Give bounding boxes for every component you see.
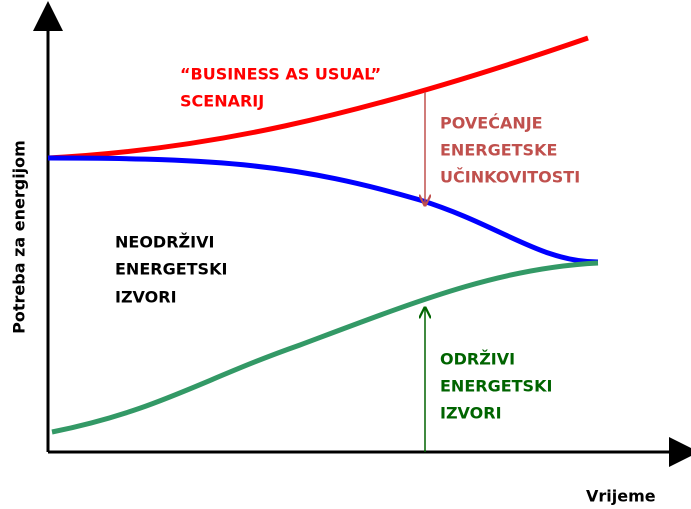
label: ENERGETSKI [440, 377, 552, 396]
label: NEODRŽIVI [115, 233, 214, 252]
label: ENERGETSKI [115, 260, 227, 279]
label: UČINKOVITOSTI [440, 168, 580, 187]
x-axis-label: Vrijeme [586, 487, 656, 506]
green-curve [51, 260, 599, 435]
red-curve [47, 35, 589, 161]
blue-curve [47, 155, 599, 265]
label: IZVORI [440, 404, 502, 423]
label: POVEĆANJE [440, 114, 543, 133]
y-axis-label: Potreba za energijom [10, 140, 29, 334]
label: SCENARIJ [180, 92, 264, 111]
label: ODRŽIVI [440, 350, 515, 369]
label: IZVORI [115, 288, 177, 307]
label: “BUSINESS AS USUAL” [180, 65, 381, 84]
label: ENERGETSKE [440, 141, 557, 160]
